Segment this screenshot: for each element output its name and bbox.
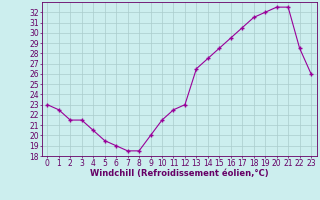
X-axis label: Windchill (Refroidissement éolien,°C): Windchill (Refroidissement éolien,°C) — [90, 169, 268, 178]
